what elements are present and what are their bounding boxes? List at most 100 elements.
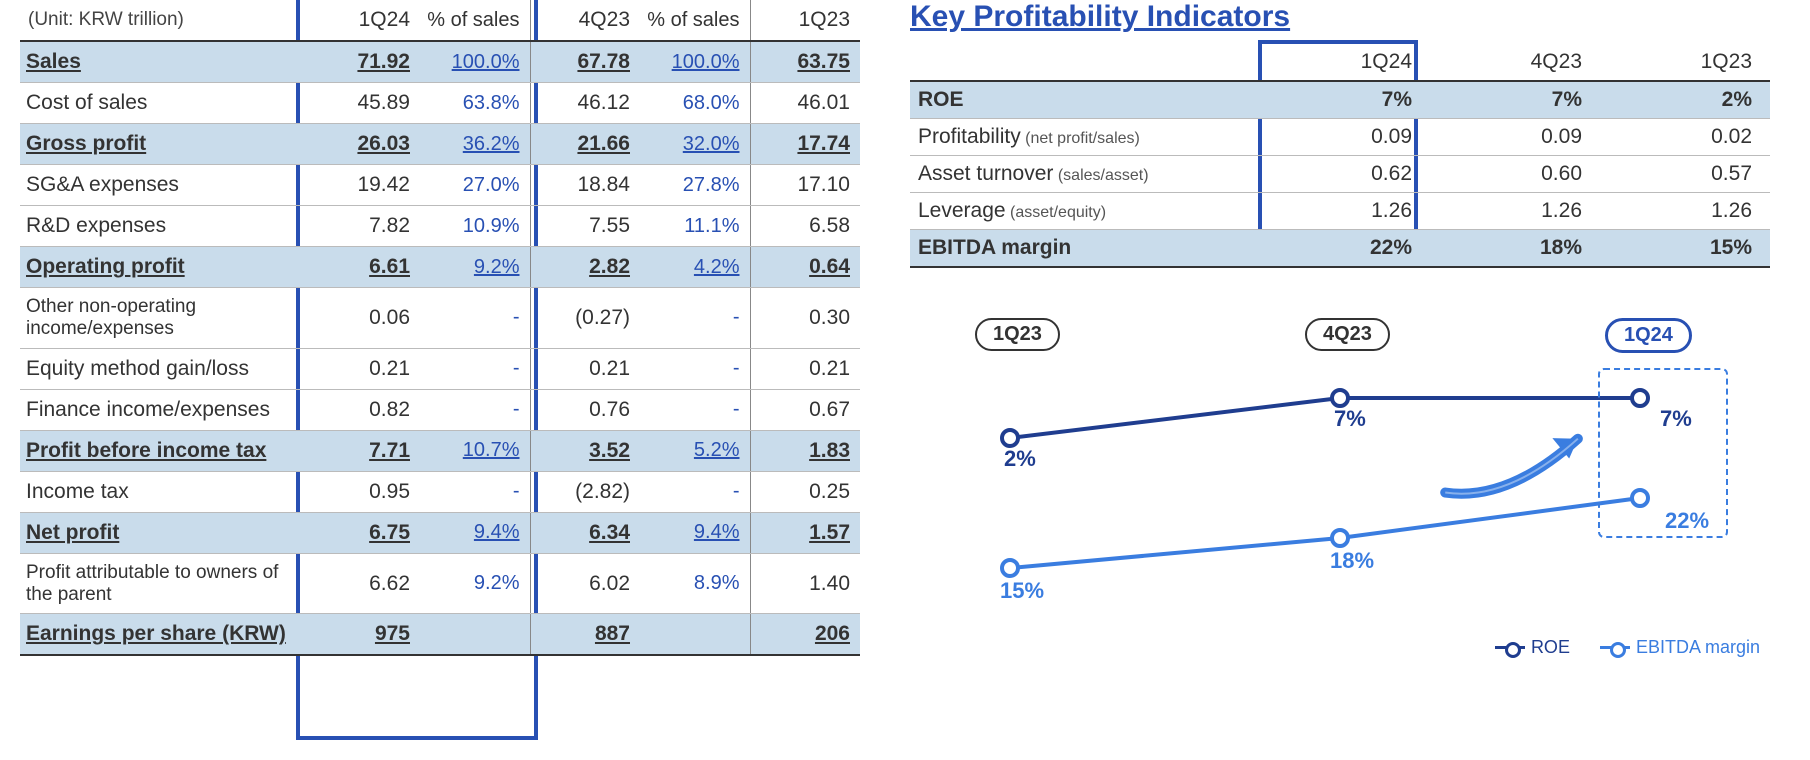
row-label: Profitability (net profit/sales) <box>910 119 1260 156</box>
kpi-table: 1Q24 4Q23 1Q23 ROE7%7%2%Profitability (n… <box>910 44 1770 268</box>
profitability-trend-chart: 2%7%7%15%18%22% 1Q234Q231Q24 ROE EBITDA … <box>910 298 1770 658</box>
legend-marker-roe <box>1495 646 1525 649</box>
row-label: Cost of sales <box>20 83 310 124</box>
table-row: R&D expenses7.8210.9%7.5511.1%6.58 <box>20 206 860 247</box>
cell: 0.95 <box>310 471 420 512</box>
cell: 0.62 <box>1260 156 1430 193</box>
cell: 8.9% <box>640 553 750 614</box>
cell <box>420 614 530 656</box>
cell: 0.30 <box>750 288 860 349</box>
cell: - <box>420 471 530 512</box>
row-label: Operating profit <box>20 247 310 288</box>
cell: 0.09 <box>1260 119 1430 156</box>
legend-marker-ebitda <box>1600 646 1630 649</box>
cell: 27.0% <box>420 165 530 206</box>
cell: 1.26 <box>1430 193 1600 230</box>
legend-label-ebitda: EBITDA margin <box>1636 637 1760 658</box>
period-pill: 1Q24 <box>1605 318 1692 353</box>
cell: 1.26 <box>1600 193 1770 230</box>
chart-point-label: 7% <box>1334 406 1366 431</box>
row-label: Profit attributable to owners of the par… <box>20 553 310 614</box>
table-row: Profitability (net profit/sales)0.090.09… <box>910 119 1770 156</box>
row-label: SG&A expenses <box>20 165 310 206</box>
row-label-note: (sales/asset) <box>1053 167 1148 184</box>
cell: 7% <box>1260 81 1430 119</box>
chart-point-label: 15% <box>1000 578 1044 603</box>
cell: 9.2% <box>420 553 530 614</box>
row-label: Income tax <box>20 471 310 512</box>
cell: 6.62 <box>310 553 420 614</box>
cell: 11.1% <box>640 206 750 247</box>
cell: - <box>640 389 750 430</box>
cell: 9.4% <box>420 512 530 553</box>
kpi-col-4q23: 4Q23 <box>1430 44 1600 81</box>
cell: 1.83 <box>750 430 860 471</box>
chart-marker <box>1002 430 1018 446</box>
cell: 0.25 <box>750 471 860 512</box>
unit-label: (Unit: KRW trillion) <box>20 0 310 41</box>
cell: 17.74 <box>750 124 860 165</box>
table-row: Net profit6.759.4%6.349.4%1.57 <box>20 512 860 553</box>
cell: 68.0% <box>640 83 750 124</box>
cell: 206 <box>750 614 860 656</box>
row-label-note: (asset/equity) <box>1006 204 1106 221</box>
cell: (0.27) <box>530 288 640 349</box>
cell: 19.42 <box>310 165 420 206</box>
cell: 6.58 <box>750 206 860 247</box>
chart-point-label: 18% <box>1330 548 1374 573</box>
legend-roe: ROE <box>1495 637 1570 658</box>
legend-label-roe: ROE <box>1531 637 1570 658</box>
cell: 15% <box>1600 230 1770 268</box>
chart-point-label: 2% <box>1004 446 1036 471</box>
cell: 7% <box>1430 81 1600 119</box>
row-label-note: (net profit/sales) <box>1021 130 1140 147</box>
col-header-pct2: % of sales <box>640 0 750 41</box>
cell: 0.21 <box>750 348 860 389</box>
cell: 2% <box>1600 81 1770 119</box>
cell: - <box>640 288 750 349</box>
table-row: Finance income/expenses0.82-0.76-0.67 <box>20 389 860 430</box>
cell: 3.52 <box>530 430 640 471</box>
cell: 0.76 <box>530 389 640 430</box>
period-pill: 1Q23 <box>975 318 1060 351</box>
chart-legend: ROE EBITDA margin <box>1495 637 1760 658</box>
cell: 100.0% <box>420 41 530 83</box>
cell: 71.92 <box>310 41 420 83</box>
cell: - <box>640 348 750 389</box>
kpi-col-blank <box>910 44 1260 81</box>
cell: 46.12 <box>530 83 640 124</box>
cell: 0.67 <box>750 389 860 430</box>
cell: 63.8% <box>420 83 530 124</box>
cell: (2.82) <box>530 471 640 512</box>
cell: 21.66 <box>530 124 640 165</box>
cell: 0.09 <box>1430 119 1600 156</box>
col-header-1q24: 1Q24 <box>310 0 420 41</box>
cell: - <box>420 348 530 389</box>
table-row: Income tax0.95-(2.82)-0.25 <box>20 471 860 512</box>
cell: 1.26 <box>1260 193 1430 230</box>
cell: 27.8% <box>640 165 750 206</box>
cell: 46.01 <box>750 83 860 124</box>
kpi-col-1q23: 1Q23 <box>1600 44 1770 81</box>
kpi-col-1q24: 1Q24 <box>1260 44 1430 81</box>
cell: 10.7% <box>420 430 530 471</box>
kpi-panel: Key Profitability Indicators 1Q24 4Q23 1… <box>910 0 1770 760</box>
kpi-title: Key Profitability Indicators <box>910 0 1770 34</box>
cell: 22% <box>1260 230 1430 268</box>
cell: 10.9% <box>420 206 530 247</box>
period-pill: 4Q23 <box>1305 318 1390 351</box>
cell: 36.2% <box>420 124 530 165</box>
table-row: Sales71.92100.0%67.78100.0%63.75 <box>20 41 860 83</box>
cell: - <box>420 389 530 430</box>
row-label: Net profit <box>20 512 310 553</box>
cell: - <box>420 288 530 349</box>
legend-ebitda: EBITDA margin <box>1600 637 1760 658</box>
cell: 0.57 <box>1600 156 1770 193</box>
chart-point-label: 22% <box>1665 508 1709 533</box>
table-row: Earnings per share (KRW)975887206 <box>20 614 860 656</box>
cell: - <box>640 471 750 512</box>
cell: 2.82 <box>530 247 640 288</box>
cell: 32.0% <box>640 124 750 165</box>
table-row: SG&A expenses19.4227.0%18.8427.8%17.10 <box>20 165 860 206</box>
chart-line-ebitda-margin <box>1010 498 1640 568</box>
